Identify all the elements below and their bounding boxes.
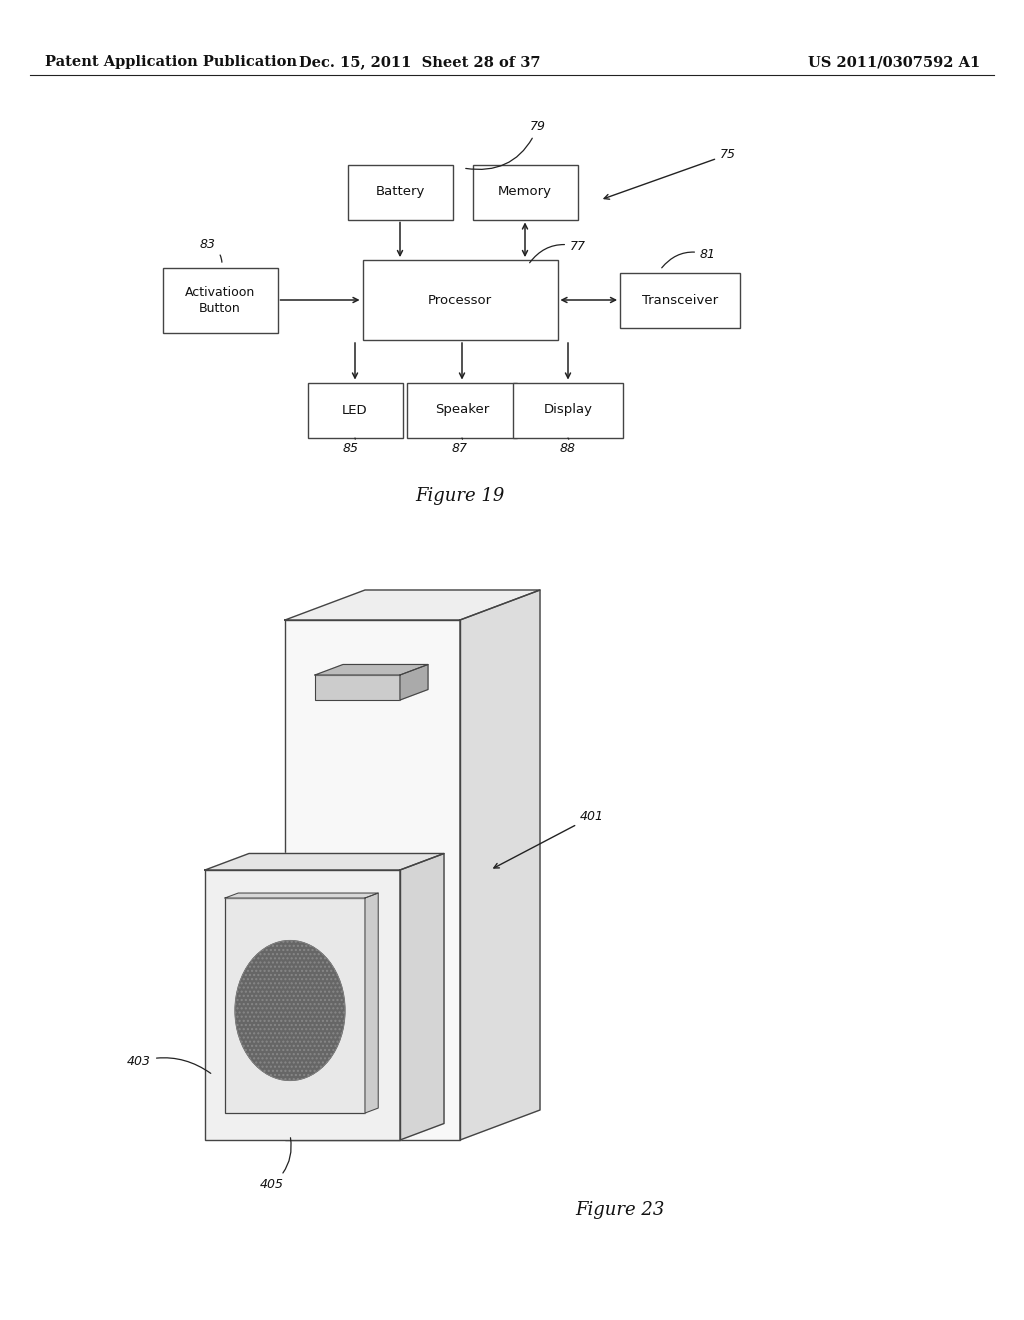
Text: Figure 19: Figure 19 xyxy=(416,487,505,506)
Text: 77: 77 xyxy=(529,240,586,263)
Text: 83: 83 xyxy=(200,238,222,263)
Text: 403: 403 xyxy=(127,1055,211,1073)
Bar xyxy=(513,383,623,437)
Polygon shape xyxy=(365,894,378,1113)
Ellipse shape xyxy=(234,940,345,1081)
Polygon shape xyxy=(315,664,428,675)
Text: US 2011/0307592 A1: US 2011/0307592 A1 xyxy=(808,55,980,69)
Ellipse shape xyxy=(234,940,345,1081)
Text: Transceiver: Transceiver xyxy=(642,293,718,306)
Text: Patent Application Publication: Patent Application Publication xyxy=(45,55,297,69)
Polygon shape xyxy=(460,590,540,1140)
Polygon shape xyxy=(400,664,428,700)
Text: Figure 23: Figure 23 xyxy=(575,1201,665,1218)
Polygon shape xyxy=(205,854,444,870)
Text: 87: 87 xyxy=(452,438,468,455)
Text: LED: LED xyxy=(342,404,368,417)
Text: Processor: Processor xyxy=(428,293,493,306)
Text: Speaker: Speaker xyxy=(435,404,489,417)
Bar xyxy=(407,383,517,437)
Bar xyxy=(362,260,557,341)
Text: 81: 81 xyxy=(662,248,716,268)
Text: 405: 405 xyxy=(260,1138,291,1191)
Text: Dec. 15, 2011  Sheet 28 of 37: Dec. 15, 2011 Sheet 28 of 37 xyxy=(299,55,541,69)
Text: Memory: Memory xyxy=(498,186,552,198)
Text: Display: Display xyxy=(544,404,593,417)
Text: Activatioon
Button: Activatioon Button xyxy=(185,285,255,314)
Bar xyxy=(347,165,453,219)
Text: Battery: Battery xyxy=(376,186,425,198)
Bar xyxy=(472,165,578,219)
Bar xyxy=(285,620,460,1140)
Bar xyxy=(307,383,402,437)
Bar xyxy=(620,272,740,327)
Polygon shape xyxy=(285,590,540,620)
Text: 401: 401 xyxy=(494,810,604,869)
Bar xyxy=(225,898,365,1113)
Text: 88: 88 xyxy=(560,438,575,455)
Polygon shape xyxy=(400,854,444,1140)
Text: 79: 79 xyxy=(466,120,546,169)
Text: 75: 75 xyxy=(604,148,736,199)
Bar xyxy=(163,268,278,333)
Polygon shape xyxy=(225,894,378,898)
Bar xyxy=(315,675,400,700)
Bar xyxy=(205,870,400,1140)
Text: 85: 85 xyxy=(343,438,359,455)
